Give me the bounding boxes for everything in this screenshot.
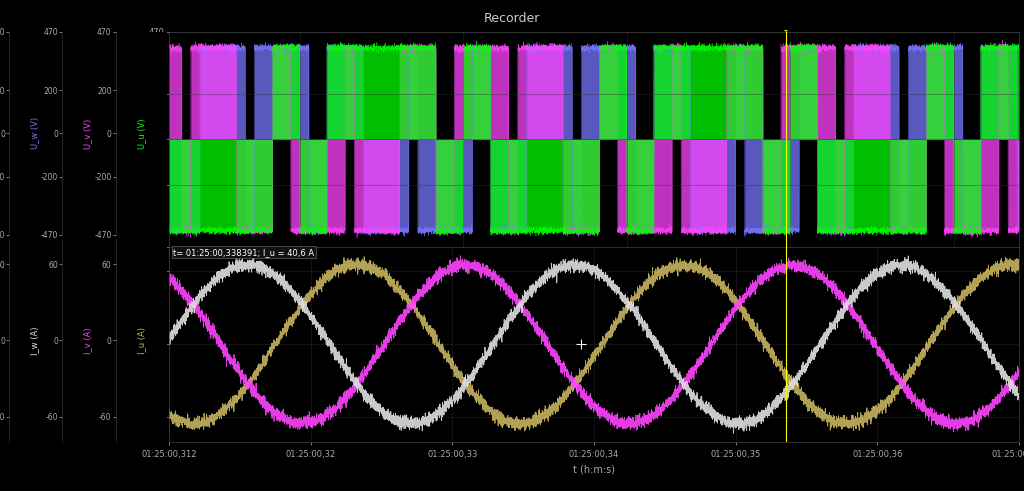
Text: U_u (V): U_u (V) — [137, 118, 145, 149]
X-axis label: t (h:m:s): t (h:m:s) — [572, 464, 615, 474]
Text: Recorder: Recorder — [483, 12, 541, 25]
Text: I_u (A): I_u (A) — [137, 327, 145, 354]
Text: I_v (A): I_v (A) — [84, 327, 92, 354]
Text: I_w (A): I_w (A) — [31, 326, 39, 355]
Text: U_w (V): U_w (V) — [31, 117, 39, 149]
Text: t= 01:25:00,338391; I_u = 40,6 A: t= 01:25:00,338391; I_u = 40,6 A — [173, 247, 314, 257]
Text: U_v (V): U_v (V) — [84, 118, 92, 148]
